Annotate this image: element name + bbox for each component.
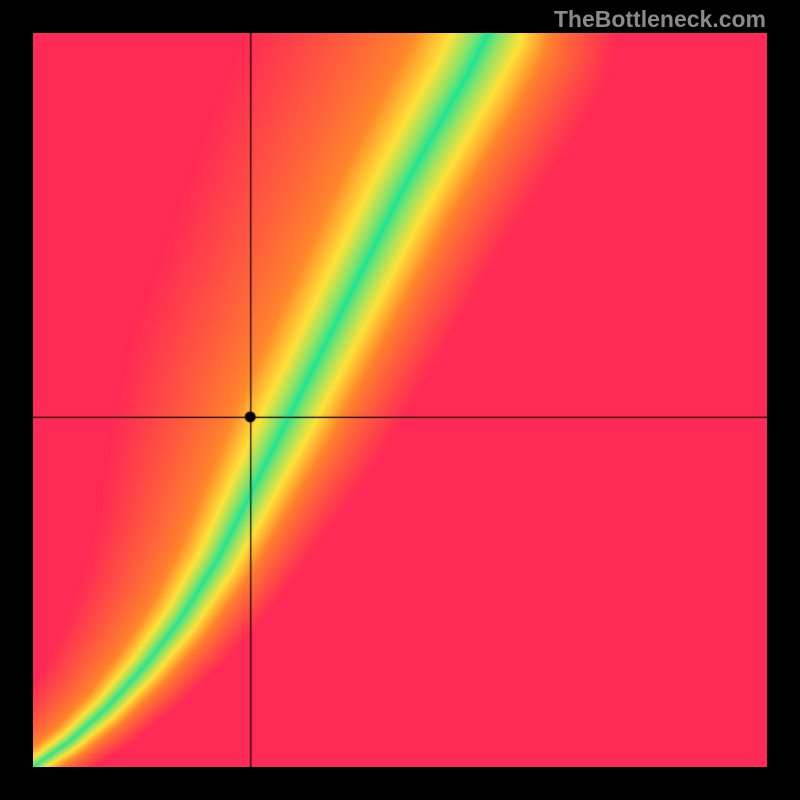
watermark-text: TheBottleneck.com xyxy=(554,6,766,33)
crosshair-overlay xyxy=(33,33,767,767)
chart-root: TheBottleneck.com xyxy=(0,0,800,800)
